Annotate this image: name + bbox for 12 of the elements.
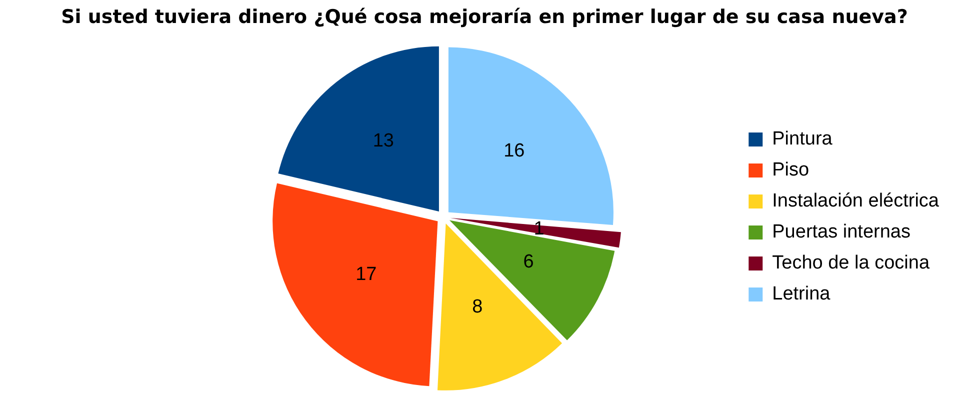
data-label: 13 [372,130,394,152]
data-label: 8 [472,296,483,318]
legend-label: Puertas internas [772,222,910,243]
data-label: 17 [356,264,377,286]
data-label: 16 [504,140,525,162]
legend-label: Techo de la cocina [772,252,930,274]
legend-label: Piso [772,160,810,181]
legend-label: Pintura [772,128,833,150]
legend-label: Letrina [772,284,831,305]
chart-title: Si usted tuviera dinero ¿Qué cosa mejoraría en primer lugar de su casa nueva? [60,6,909,28]
legend-label: Instalación eléctrica [772,190,940,212]
data-label: 6 [523,252,534,273]
